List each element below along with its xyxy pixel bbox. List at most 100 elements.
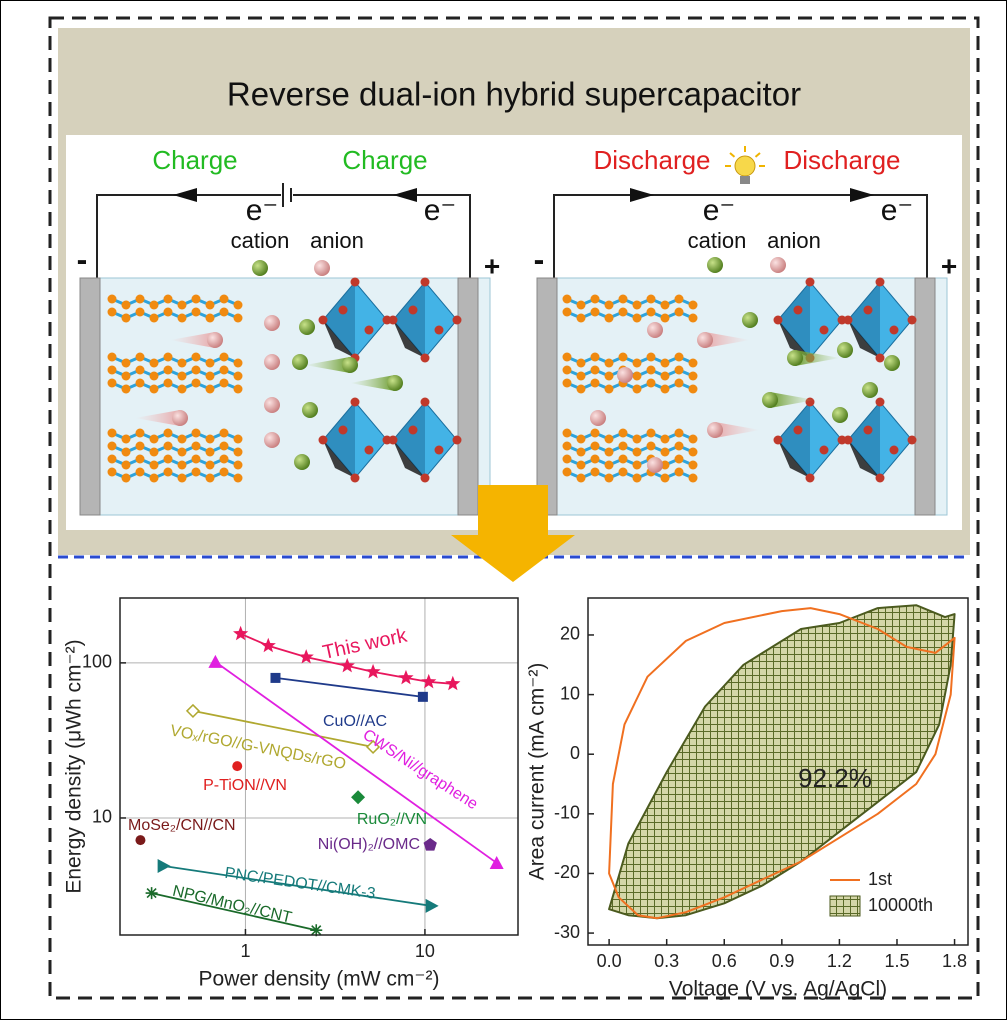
atom [220, 468, 229, 477]
green-ion [299, 319, 315, 335]
cell-label: Charge [152, 145, 237, 175]
y-axis-label: Energy density (μWh cm⁻²) [63, 639, 86, 893]
oxygen [339, 306, 348, 315]
atom [605, 435, 614, 444]
atom [689, 314, 698, 323]
atom [563, 455, 572, 464]
atom [689, 301, 698, 310]
atom [647, 442, 656, 451]
atom [164, 455, 173, 464]
atom [220, 308, 229, 317]
atom [661, 474, 670, 483]
marker [146, 887, 158, 899]
pole: + [941, 250, 957, 281]
atom [661, 448, 670, 457]
atom [220, 366, 229, 375]
atom [591, 429, 600, 438]
atom [164, 429, 173, 438]
pink-ion [264, 397, 280, 413]
atom [675, 429, 684, 438]
atom [206, 474, 215, 483]
atom [647, 295, 656, 304]
electron: e⁻ [424, 194, 457, 227]
x-tick-label: 1 [240, 941, 250, 961]
atom [563, 442, 572, 451]
atom [178, 435, 187, 444]
y-axis-label: Area current (mA cm⁻²) [526, 663, 549, 881]
legend-label: 1st [868, 869, 892, 889]
atom [577, 314, 586, 323]
atom [122, 448, 131, 457]
atom [178, 474, 187, 483]
atom [675, 442, 684, 451]
atom [122, 385, 131, 394]
atom [633, 385, 642, 394]
marker [270, 673, 280, 683]
series-label: Ni(OH)₂//OMC [318, 836, 420, 853]
atom [150, 474, 159, 483]
oxygen [794, 426, 803, 435]
atom [675, 353, 684, 362]
oxygen [421, 398, 430, 407]
green-ion [832, 407, 848, 423]
series-label: RuO₂//VN [357, 811, 427, 828]
atom [619, 429, 628, 438]
atom [150, 372, 159, 381]
atom [150, 461, 159, 470]
oxygen [794, 306, 803, 315]
y-tick-label: -30 [554, 922, 580, 942]
y-tick-label: 10 [560, 683, 580, 703]
oxygen [389, 436, 398, 445]
atom [122, 301, 131, 310]
y-tick-label: -10 [554, 803, 580, 823]
atom [661, 385, 670, 394]
atom [192, 295, 201, 304]
green-ion [302, 402, 318, 418]
oxygen [820, 446, 829, 455]
cell-label: Charge [342, 145, 427, 175]
figure: Reverse dual-ion hybrid supercapacitor C… [0, 0, 1007, 1020]
atom [647, 429, 656, 438]
atom [206, 372, 215, 381]
atom [122, 461, 131, 470]
atom [633, 314, 642, 323]
atom [591, 379, 600, 388]
oxygen [389, 316, 398, 325]
oxygen [339, 426, 348, 435]
atom [605, 461, 614, 470]
atom [633, 435, 642, 444]
pink-ion [617, 367, 633, 383]
pink-ion [697, 332, 713, 348]
legend-label: 10000th [868, 895, 933, 915]
green-ion [884, 355, 900, 371]
oxygen [351, 278, 360, 287]
pink-ion [264, 432, 280, 448]
atom [605, 385, 614, 394]
atom [675, 468, 684, 477]
x-axis-label: Power density (mW cm⁻²) [199, 968, 440, 991]
atom [206, 359, 215, 368]
ion-label: cation [231, 228, 290, 253]
atom [591, 295, 600, 304]
electron: e⁻ [881, 194, 914, 227]
y-tick-label: 20 [560, 624, 580, 644]
atom [633, 448, 642, 457]
atom [689, 372, 698, 381]
atom [220, 353, 229, 362]
cell-label: Discharge [593, 145, 710, 175]
atom [220, 442, 229, 451]
green-ion [294, 454, 310, 470]
atom [164, 366, 173, 375]
electron: e⁻ [703, 194, 736, 227]
atom [605, 314, 614, 323]
atom [661, 435, 670, 444]
oxygen [876, 278, 885, 287]
atom [136, 429, 145, 438]
atom [234, 474, 243, 483]
pink-ion [590, 410, 606, 426]
atom [108, 295, 117, 304]
oxygen [864, 306, 873, 315]
atom [150, 435, 159, 444]
atom [178, 301, 187, 310]
green-ion [252, 260, 268, 276]
